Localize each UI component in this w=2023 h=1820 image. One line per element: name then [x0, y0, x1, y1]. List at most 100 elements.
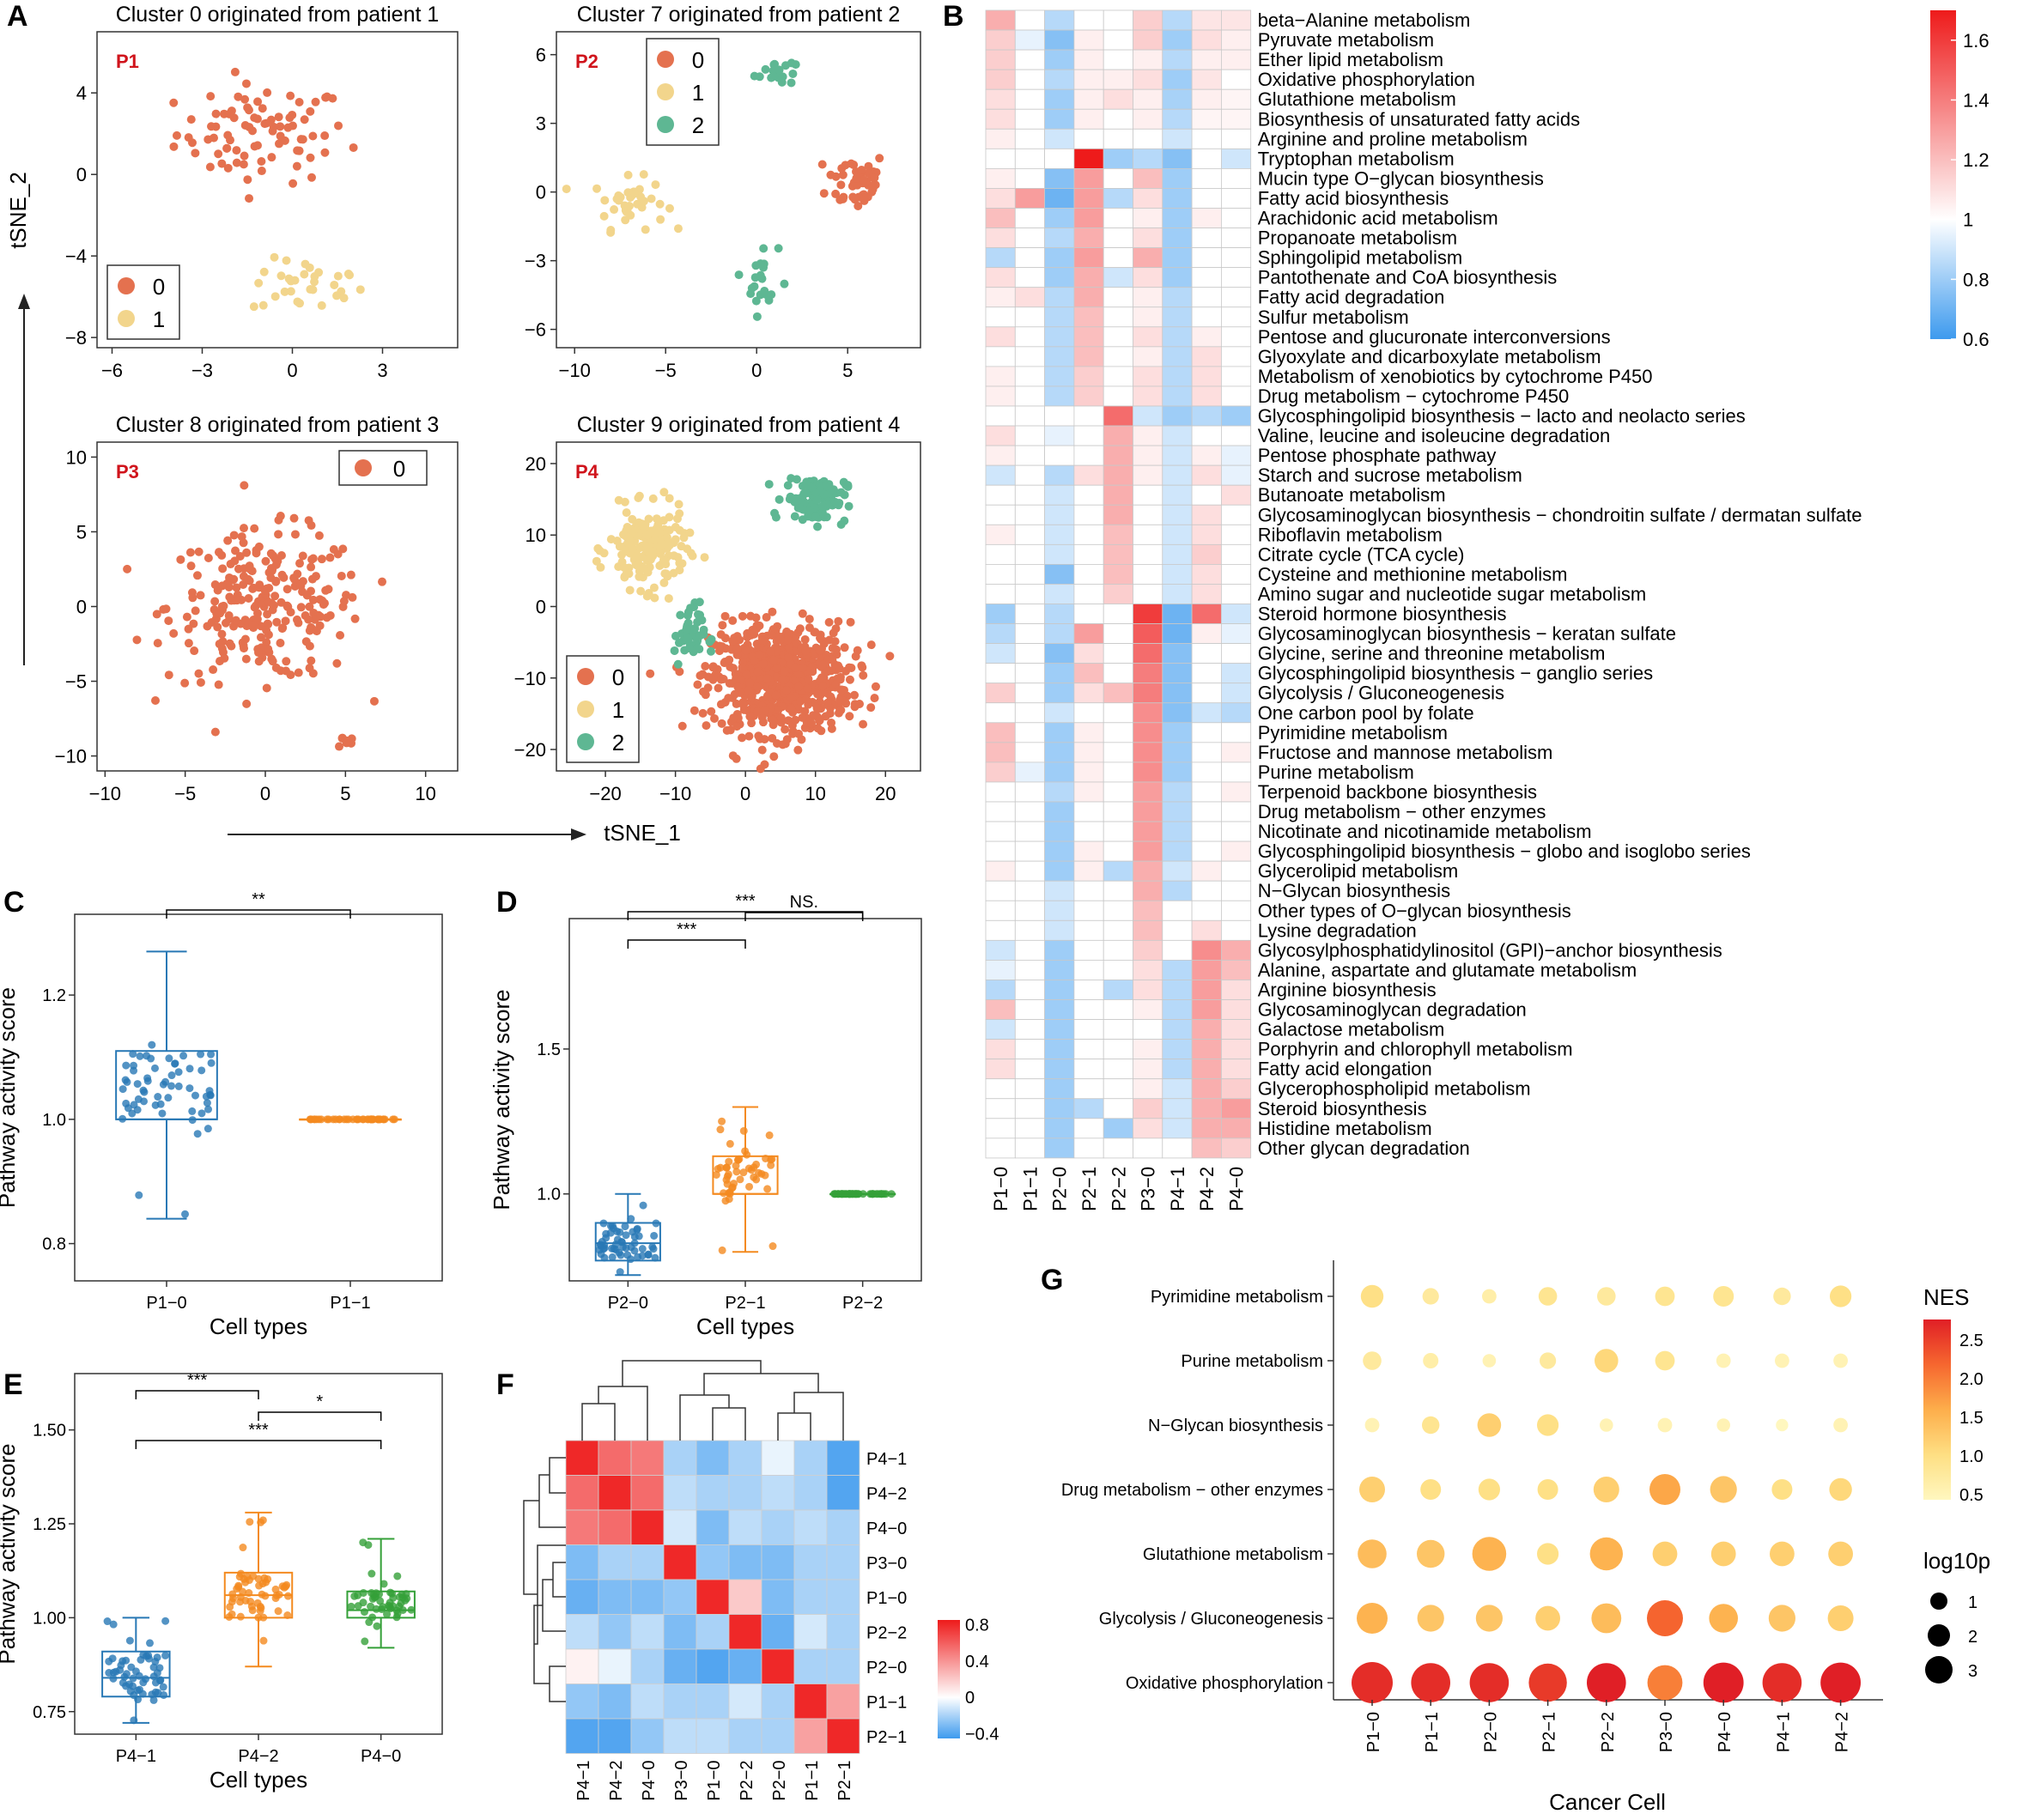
dot-point — [1775, 1353, 1789, 1368]
data-point — [664, 594, 673, 604]
data-point — [252, 141, 262, 150]
heatmap-cell — [761, 1544, 795, 1580]
data-point — [281, 616, 290, 626]
data-point — [264, 1574, 272, 1583]
data-point — [339, 294, 349, 303]
heatmap-cell — [1191, 1098, 1222, 1119]
data-point — [643, 567, 653, 577]
data-point — [639, 1201, 647, 1210]
y-tick-label: 0 — [536, 182, 546, 203]
data-point — [354, 1602, 362, 1611]
heatmap-cell — [598, 1579, 632, 1615]
data-point — [738, 611, 747, 621]
data-point — [123, 1077, 131, 1086]
heatmap-cell — [1073, 643, 1104, 664]
heatmap-cell — [826, 1579, 860, 1615]
data-point — [185, 1065, 194, 1073]
data-point — [732, 754, 741, 763]
colorbar-tick-label: 0.6 — [1963, 329, 1990, 350]
data-point — [850, 702, 860, 712]
heatmap-cell — [826, 1718, 860, 1754]
data-point — [791, 494, 800, 503]
data-point — [725, 1195, 733, 1204]
data-point — [240, 120, 250, 130]
heatmap-cell — [985, 801, 1016, 822]
dot-point — [1422, 1416, 1440, 1435]
heatmap-cell — [1103, 524, 1133, 545]
heatmap-cell — [985, 1138, 1016, 1159]
data-point — [868, 181, 878, 191]
data-point — [798, 609, 807, 618]
heatmap-cell — [1191, 1019, 1222, 1040]
heatmap-cell — [1103, 267, 1133, 288]
x-axis-label: Cell types — [696, 1313, 794, 1339]
heatmap-cell — [793, 1475, 828, 1511]
dot-point — [1360, 1284, 1384, 1308]
heatmap-cell — [1103, 1078, 1133, 1100]
data-point — [776, 713, 786, 723]
data-point — [738, 733, 747, 743]
data-point — [648, 494, 658, 503]
heatmap-cell — [1073, 1019, 1104, 1040]
dot-point — [1829, 1477, 1852, 1502]
heatmap-cell — [1191, 999, 1222, 1020]
data-point — [123, 564, 132, 573]
data-point — [188, 1107, 197, 1115]
heatmap-cell — [1073, 960, 1104, 980]
heatmap-cell — [985, 128, 1016, 149]
data-point — [276, 598, 286, 607]
data-point — [337, 571, 346, 580]
heatmap-cell — [761, 1684, 795, 1720]
heatmap-cell — [1133, 742, 1163, 763]
heatmap-cell — [1133, 900, 1163, 921]
heatmap-row-label: Alanine, aspartate and glutamate metabol… — [1258, 959, 1637, 980]
heatmap-row-label: Glutathione metabolism — [1258, 88, 1456, 110]
data-point — [248, 1606, 257, 1615]
heatmap-cell — [1073, 761, 1104, 783]
data-point — [231, 616, 240, 625]
heatmap-cell — [793, 1684, 828, 1720]
heatmap-cell — [1191, 821, 1222, 842]
data-point — [620, 201, 629, 210]
data-point — [622, 508, 631, 518]
data-point — [656, 215, 665, 224]
data-point — [306, 285, 315, 294]
heatmap-cell — [1073, 543, 1104, 565]
heatmap-cell — [1014, 682, 1046, 704]
data-point — [174, 1068, 183, 1077]
data-point — [857, 166, 866, 175]
data-point — [204, 1105, 213, 1113]
data-point — [253, 609, 263, 618]
heatmap-row-label: Arachidonic acid metabolism — [1258, 208, 1498, 229]
data-point — [801, 488, 811, 498]
heatmap-cell — [1014, 663, 1046, 684]
data-point — [237, 532, 246, 542]
data-point — [241, 79, 251, 88]
data-point — [662, 533, 671, 543]
size-legend-label: 3 — [1968, 1662, 1977, 1681]
jitter-points — [347, 1538, 416, 1646]
heatmap-row-label: Pyrimidine metabolism — [1258, 722, 1448, 743]
heatmap-cell — [696, 1475, 730, 1511]
heatmap-cell — [696, 1440, 730, 1476]
data-point — [690, 706, 699, 715]
heatmap-cell — [985, 188, 1016, 209]
heatmap-col-label: P1−0 — [705, 1761, 724, 1801]
data-point — [213, 622, 222, 632]
data-point — [240, 151, 249, 161]
data-point — [871, 682, 880, 691]
heatmap-cell — [1044, 1138, 1075, 1159]
data-point — [286, 91, 295, 100]
data-point — [864, 161, 873, 171]
heatmap-cell — [1162, 524, 1193, 545]
heatmap-cell — [1162, 1118, 1193, 1139]
data-point — [304, 615, 313, 624]
data-point — [592, 556, 601, 566]
data-point — [184, 133, 193, 143]
dot-point — [1593, 1477, 1619, 1502]
data-point — [367, 1602, 375, 1611]
data-point — [182, 612, 191, 622]
data-point — [380, 1580, 388, 1588]
x-tick-label: P4−1 — [1774, 1712, 1793, 1752]
heatmap-cell — [630, 1614, 665, 1650]
